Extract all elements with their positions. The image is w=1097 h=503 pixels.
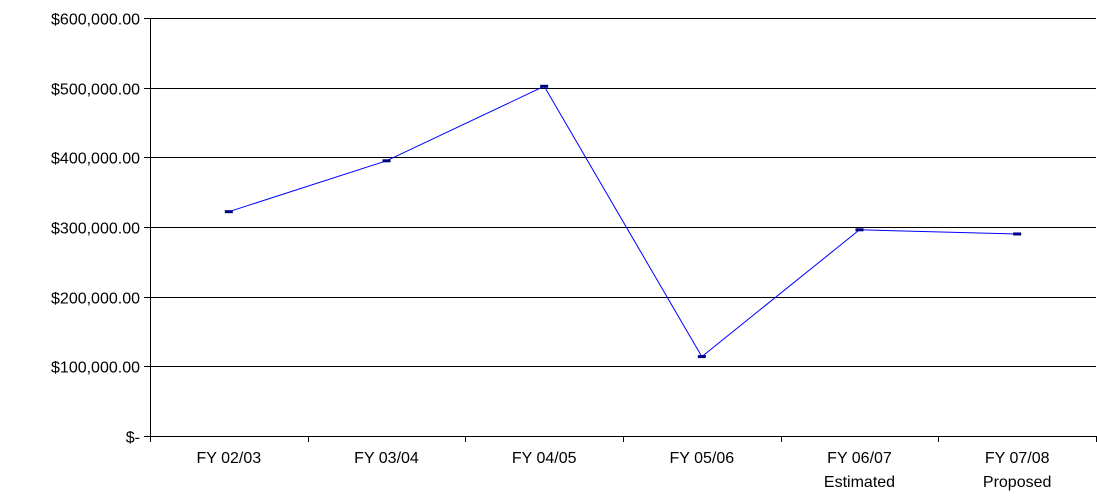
- x-tick-label: FY 05/06: [670, 450, 735, 467]
- y-tick-label: $400,000.00: [51, 151, 140, 168]
- y-tick-label: $300,000.00: [51, 221, 140, 238]
- x-tick-label: FY 03/04: [354, 450, 419, 467]
- x-tick-label: FY 04/05: [512, 450, 577, 467]
- x-tick-label-line: FY 05/06: [670, 450, 735, 467]
- x-tick-label-line: Estimated: [824, 474, 895, 491]
- y-tick-label: $500,000.00: [51, 82, 140, 99]
- x-tick-label: FY 07/08 Proposed: [983, 450, 1052, 491]
- x-tick-label-line: FY 06/07: [827, 450, 892, 467]
- x-axis-tick-labels: FY 02/03 FY 03/04 FY 04/05 FY 05/06 FY 06/07…: [197, 450, 1052, 491]
- x-tick-label-line: FY 04/05: [512, 450, 577, 467]
- data-point-marker: [540, 84, 549, 88]
- data-point-marker: [697, 355, 706, 359]
- y-tick-label: $100,000.00: [51, 360, 140, 377]
- data-point-marker: [855, 228, 864, 232]
- x-tick-label: FY 06/07 Estimated: [824, 450, 895, 491]
- data-point-marker: [1013, 232, 1022, 236]
- series-line: [228, 85, 1018, 358]
- x-tick-label-line: Proposed: [983, 474, 1052, 491]
- x-tick-label: FY 02/03: [197, 450, 262, 467]
- y-tick-label: $600,000.00: [51, 12, 140, 29]
- data-point-marker: [224, 210, 233, 214]
- y-tick-label: $200,000.00: [51, 291, 140, 308]
- data-point-marker: [382, 159, 391, 163]
- y-axis-tick-labels: $- $100,000.00 $200,000.00 $300,000.00 $400,…: [51, 12, 140, 447]
- x-tick-label-line: FY 03/04: [354, 450, 419, 467]
- x-tick-label-line: FY 07/08: [985, 450, 1050, 467]
- gridlines: [150, 18, 1096, 367]
- x-tick-label-line: FY 02/03: [197, 450, 262, 467]
- axes: [144, 18, 1097, 442]
- series-layer: [224, 84, 1022, 359]
- y-tick-label: $-: [126, 430, 140, 447]
